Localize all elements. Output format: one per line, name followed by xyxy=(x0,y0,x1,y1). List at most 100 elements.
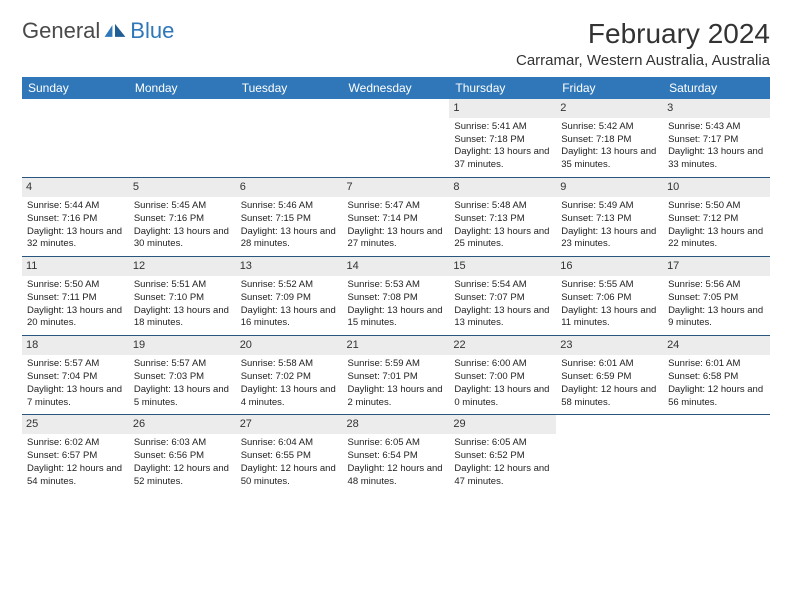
daylight-text: Daylight: 13 hours and 5 minutes. xyxy=(134,384,231,410)
calendar-body: ....1Sunrise: 5:41 AMSunset: 7:18 PMDayl… xyxy=(22,99,770,493)
sunset-text: Sunset: 7:13 PM xyxy=(561,213,658,226)
sunrise-text: Sunrise: 6:05 AM xyxy=(348,437,445,450)
daylight-text: Daylight: 13 hours and 22 minutes. xyxy=(668,226,765,252)
day-cell: 9Sunrise: 5:49 AMSunset: 7:13 PMDaylight… xyxy=(556,178,663,257)
day-number: 11 xyxy=(22,257,129,276)
sunrise-text: Sunrise: 5:54 AM xyxy=(454,279,551,292)
day-cell: 16Sunrise: 5:55 AMSunset: 7:06 PMDayligh… xyxy=(556,257,663,336)
sunrise-text: Sunrise: 5:57 AM xyxy=(27,358,124,371)
calendar-week-row: ....1Sunrise: 5:41 AMSunset: 7:18 PMDayl… xyxy=(22,99,770,178)
sunset-text: Sunset: 7:15 PM xyxy=(241,213,338,226)
logo-text-1: General xyxy=(22,18,100,44)
calendar-table: SundayMondayTuesdayWednesdayThursdayFrid… xyxy=(22,77,770,493)
sunrise-text: Sunrise: 6:04 AM xyxy=(241,437,338,450)
logo: General Blue xyxy=(22,18,174,44)
day-cell: 20Sunrise: 5:58 AMSunset: 7:02 PMDayligh… xyxy=(236,336,343,415)
sunrise-text: Sunrise: 5:45 AM xyxy=(134,200,231,213)
daylight-text: Daylight: 12 hours and 56 minutes. xyxy=(668,384,765,410)
sunset-text: Sunset: 7:14 PM xyxy=(348,213,445,226)
day-number: 24 xyxy=(663,336,770,355)
sunrise-text: Sunrise: 5:56 AM xyxy=(668,279,765,292)
daylight-text: Daylight: 13 hours and 2 minutes. xyxy=(348,384,445,410)
daylight-text: Daylight: 13 hours and 35 minutes. xyxy=(561,146,658,172)
day-cell: 10Sunrise: 5:50 AMSunset: 7:12 PMDayligh… xyxy=(663,178,770,257)
daylight-text: Daylight: 13 hours and 27 minutes. xyxy=(348,226,445,252)
day-cell: 15Sunrise: 5:54 AMSunset: 7:07 PMDayligh… xyxy=(449,257,556,336)
day-number: 15 xyxy=(449,257,556,276)
day-cell: 24Sunrise: 6:01 AMSunset: 6:58 PMDayligh… xyxy=(663,336,770,415)
logo-sails-icon xyxy=(102,22,128,40)
sunrise-text: Sunrise: 5:58 AM xyxy=(241,358,338,371)
day-cell: 17Sunrise: 5:56 AMSunset: 7:05 PMDayligh… xyxy=(663,257,770,336)
weekday-thursday: Thursday xyxy=(449,77,556,99)
daylight-text: Daylight: 12 hours and 47 minutes. xyxy=(454,463,551,489)
day-number: 18 xyxy=(22,336,129,355)
sunrise-text: Sunrise: 5:52 AM xyxy=(241,279,338,292)
daylight-text: Daylight: 13 hours and 15 minutes. xyxy=(348,305,445,331)
sunset-text: Sunset: 7:00 PM xyxy=(454,371,551,384)
sunrise-text: Sunrise: 5:43 AM xyxy=(668,121,765,134)
daylight-text: Daylight: 13 hours and 23 minutes. xyxy=(561,226,658,252)
daylight-text: Daylight: 12 hours and 52 minutes. xyxy=(134,463,231,489)
sunset-text: Sunset: 7:11 PM xyxy=(27,292,124,305)
daylight-text: Daylight: 13 hours and 25 minutes. xyxy=(454,226,551,252)
sunset-text: Sunset: 7:06 PM xyxy=(561,292,658,305)
sunset-text: Sunset: 7:03 PM xyxy=(134,371,231,384)
sunrise-text: Sunrise: 5:42 AM xyxy=(561,121,658,134)
daylight-text: Daylight: 13 hours and 16 minutes. xyxy=(241,305,338,331)
sunset-text: Sunset: 6:54 PM xyxy=(348,450,445,463)
sunrise-text: Sunrise: 5:51 AM xyxy=(134,279,231,292)
sunset-text: Sunset: 7:18 PM xyxy=(454,134,551,147)
sunrise-text: Sunrise: 6:03 AM xyxy=(134,437,231,450)
sunset-text: Sunset: 7:08 PM xyxy=(348,292,445,305)
day-number: 20 xyxy=(236,336,343,355)
day-number: 19 xyxy=(129,336,236,355)
weekday-wednesday: Wednesday xyxy=(343,77,450,99)
sunrise-text: Sunrise: 5:57 AM xyxy=(134,358,231,371)
daylight-text: Daylight: 13 hours and 7 minutes. xyxy=(27,384,124,410)
day-cell: 12Sunrise: 5:51 AMSunset: 7:10 PMDayligh… xyxy=(129,257,236,336)
day-cell: 11Sunrise: 5:50 AMSunset: 7:11 PMDayligh… xyxy=(22,257,129,336)
day-number: 12 xyxy=(129,257,236,276)
day-cell: 14Sunrise: 5:53 AMSunset: 7:08 PMDayligh… xyxy=(343,257,450,336)
sunrise-text: Sunrise: 5:46 AM xyxy=(241,200,338,213)
day-number: 9 xyxy=(556,178,663,197)
sunset-text: Sunset: 6:57 PM xyxy=(27,450,124,463)
day-number: 22 xyxy=(449,336,556,355)
day-number: 23 xyxy=(556,336,663,355)
day-cell: 7Sunrise: 5:47 AMSunset: 7:14 PMDaylight… xyxy=(343,178,450,257)
sunset-text: Sunset: 7:16 PM xyxy=(27,213,124,226)
daylight-text: Daylight: 13 hours and 28 minutes. xyxy=(241,226,338,252)
day-cell: 13Sunrise: 5:52 AMSunset: 7:09 PMDayligh… xyxy=(236,257,343,336)
sunrise-text: Sunrise: 5:53 AM xyxy=(348,279,445,292)
day-cell: 2Sunrise: 5:42 AMSunset: 7:18 PMDaylight… xyxy=(556,99,663,178)
daylight-text: Daylight: 13 hours and 0 minutes. xyxy=(454,384,551,410)
sunrise-text: Sunrise: 5:50 AM xyxy=(27,279,124,292)
page-title: February 2024 xyxy=(516,18,770,50)
sunset-text: Sunset: 6:55 PM xyxy=(241,450,338,463)
day-number: 25 xyxy=(22,415,129,434)
calendar-week-row: 18Sunrise: 5:57 AMSunset: 7:04 PMDayligh… xyxy=(22,336,770,415)
sunset-text: Sunset: 7:09 PM xyxy=(241,292,338,305)
daylight-text: Daylight: 13 hours and 33 minutes. xyxy=(668,146,765,172)
daylight-text: Daylight: 12 hours and 48 minutes. xyxy=(348,463,445,489)
sunrise-text: Sunrise: 5:48 AM xyxy=(454,200,551,213)
day-number: 17 xyxy=(663,257,770,276)
day-number: 27 xyxy=(236,415,343,434)
day-number: 6 xyxy=(236,178,343,197)
day-number: 10 xyxy=(663,178,770,197)
logo-text-2: Blue xyxy=(130,18,174,44)
day-cell: 18 Sunrise: 5:57 AMSunset: 7:04 PMDayligh… xyxy=(22,336,129,415)
daylight-text: Daylight: 12 hours and 54 minutes. xyxy=(27,463,124,489)
sunset-text: Sunset: 7:04 PM xyxy=(27,371,124,384)
sunrise-text: Sunrise: 5:47 AM xyxy=(348,200,445,213)
day-cell: 26Sunrise: 6:03 AMSunset: 6:56 PMDayligh… xyxy=(129,415,236,494)
day-cell: 4Sunrise: 5:44 AMSunset: 7:16 PMDaylight… xyxy=(22,178,129,257)
sunrise-text: Sunrise: 6:01 AM xyxy=(668,358,765,371)
daylight-text: Daylight: 13 hours and 30 minutes. xyxy=(134,226,231,252)
empty-cell: . xyxy=(556,415,663,494)
empty-cell: . xyxy=(22,99,129,178)
weekday-sunday: Sunday xyxy=(22,77,129,99)
header: General Blue February 2024 Carramar, Wes… xyxy=(22,18,770,69)
location-subtitle: Carramar, Western Australia, Australia xyxy=(516,52,770,69)
